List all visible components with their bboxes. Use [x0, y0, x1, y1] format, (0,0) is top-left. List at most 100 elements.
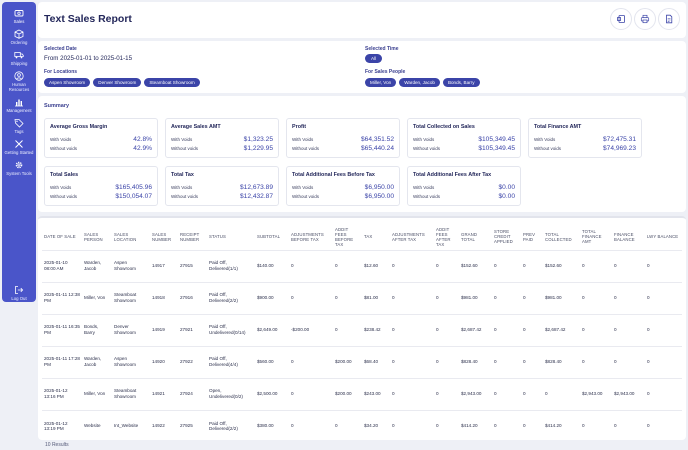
- tags-icon: [14, 119, 24, 128]
- table-row[interactable]: 2025-01-11 16:35 PM Bonds, Barry Denver Sh…: [42, 313, 682, 346]
- column-header[interactable]: DATE OF SALE: [44, 234, 76, 240]
- column-header[interactable]: SALES LOCATION: [114, 231, 137, 242]
- sidebar-item-management[interactable]: Management: [2, 97, 36, 113]
- sidebar-item-shipping[interactable]: Shipping: [2, 50, 36, 66]
- stat-title: Total Sales: [50, 172, 79, 178]
- stat-title: Total Finance AMT: [534, 124, 582, 130]
- location-chip[interactable]: Aspen Showroom: [44, 78, 91, 87]
- table-cell: Paid Off, Undelivered(0/14): [207, 313, 255, 346]
- table-cell: 0: [543, 377, 580, 410]
- table-row[interactable]: 2025-01-12 13:19 PM Website Int_Website 149…: [42, 409, 682, 442]
- table-row[interactable]: 2025-01-11 17:28 PM Warden, Jacob Aspen Sh…: [42, 345, 682, 378]
- page-header: Text Sales Report: [38, 2, 686, 38]
- table-cell: 0: [390, 313, 434, 346]
- location-chip[interactable]: Steamboat Showroom: [144, 78, 200, 87]
- sidebar-item-tags[interactable]: Tags: [2, 118, 36, 134]
- table-cell: 0: [521, 313, 543, 346]
- location-chip[interactable]: Denver Showroom: [93, 78, 142, 87]
- logout-button[interactable]: Log Out: [2, 285, 36, 301]
- table-cell: $2,500.00: [255, 377, 289, 410]
- table-row[interactable]: 2025-01-11 12:38 PM Miller, Von Steamboat …: [42, 281, 682, 314]
- with-voids-value: $72,475.31: [602, 136, 636, 143]
- column-header[interactable]: STORE CREDIT APPLIED: [494, 229, 513, 245]
- sidebar-item-system-tools[interactable]: System Tools: [2, 160, 36, 176]
- column-header[interactable]: RECEIPT NUMBER: [180, 231, 200, 242]
- export-excel-button[interactable]: [610, 8, 632, 30]
- sidebar-item-label: Human Resources: [8, 82, 30, 92]
- column-header[interactable]: ADJUSTMENTS BEFORE TAX: [291, 231, 324, 242]
- column-header[interactable]: STATUS: [209, 234, 226, 240]
- without-voids-value: $0.00: [498, 193, 515, 200]
- sales-person-chip[interactable]: Warden, Jacob: [399, 78, 440, 87]
- table-row[interactable]: 2025-01-12 13:16 PM Miller, Von Steamboat …: [42, 377, 682, 410]
- table-cell: 0: [580, 409, 612, 442]
- table-cell: 0: [492, 409, 521, 442]
- table-cell: 0: [645, 281, 682, 314]
- table-cell: $152.60: [543, 249, 580, 282]
- sidebar-item-getting-started[interactable]: Getting Started: [2, 139, 36, 155]
- sales-person-chip[interactable]: Miller, Von: [365, 78, 397, 87]
- table-cell: Website: [82, 409, 112, 442]
- table-cell: 0: [521, 281, 543, 314]
- column-header[interactable]: ADDIT FEES AFTER TAX: [436, 226, 451, 247]
- sidebar-item-sales[interactable]: Sales: [2, 8, 36, 24]
- table-cell: 0: [492, 249, 521, 282]
- print-button[interactable]: [634, 8, 656, 30]
- column-header[interactable]: LWY BALANCE: [647, 234, 679, 240]
- table-cell: 0: [612, 313, 645, 346]
- user-circle-icon: [14, 71, 24, 81]
- table-cell: 0: [645, 409, 682, 442]
- column-header[interactable]: SALES PERSON: [84, 231, 103, 242]
- column-header[interactable]: FINANCE BALANCE: [614, 231, 635, 242]
- stat-title: Profit: [292, 124, 307, 130]
- selected-time-label: Selected Time: [365, 46, 399, 52]
- sidebar-item-label: Getting Started: [4, 150, 34, 155]
- column-header[interactable]: ADDIT FEES BEFORE TAX: [335, 226, 354, 247]
- sidebar-item-ordering[interactable]: Ordering: [2, 29, 36, 45]
- with-voids-label: With Voids: [50, 137, 72, 142]
- table-cell: Steamboat Showroom: [112, 377, 150, 410]
- table-row[interactable]: 2025-01-10 08:00 AM Warden, Jacob Aspen Sh…: [42, 249, 682, 282]
- column-header[interactable]: TAX: [364, 234, 373, 240]
- filters-panel: Selected Date From 2025-01-01 to 2025-01…: [38, 41, 686, 93]
- column-header[interactable]: PREV PAID: [523, 231, 536, 242]
- table-cell: 0: [645, 377, 682, 410]
- table-cell: 0: [645, 345, 682, 378]
- with-voids-value: $165,405.96: [115, 184, 152, 191]
- printer-icon: [640, 14, 650, 24]
- table-cell: $414.20: [459, 409, 492, 442]
- table-cell: 0: [521, 249, 543, 282]
- sidebar-item-human-resources[interactable]: Human Resources: [2, 71, 36, 92]
- column-header[interactable]: SALES NUMBER: [152, 231, 172, 242]
- without-voids-label: Without voids: [413, 146, 441, 151]
- column-header[interactable]: ADJUSTMENTS AFTER TAX: [392, 231, 425, 242]
- sidebar-item-label: Sales: [13, 19, 25, 24]
- table-cell: 0: [580, 249, 612, 282]
- time-chip[interactable]: All: [365, 54, 383, 63]
- stat-title: Average Sales AMT: [171, 124, 221, 130]
- table-cell: 14917: [150, 249, 178, 282]
- table-cell: $243.00: [362, 377, 390, 410]
- stat-title: Average Gross Margin: [50, 124, 108, 130]
- table-cell: 14921: [150, 377, 178, 410]
- table-cell: 0: [434, 409, 459, 442]
- table-cell: Miller, Von: [82, 377, 112, 410]
- table-cell: $140.00: [255, 249, 289, 282]
- table-cell: Aspen Showroom: [112, 345, 150, 378]
- table-cell: Warden, Jacob: [82, 249, 112, 282]
- table-cell: $2,687.42: [459, 313, 492, 346]
- stat-card-avg-gross-margin: Average Gross Margin With Voids 42.8% Wi…: [44, 118, 158, 158]
- table-cell: Paid Off, Delivered(4/4): [207, 345, 255, 378]
- stat-card-fees-before-tax: Total Additional Fees Before Tax With Vo…: [286, 166, 400, 206]
- export-pdf-button[interactable]: [658, 8, 680, 30]
- table-cell: 0: [492, 313, 521, 346]
- sales-person-chip[interactable]: Bonds, Barry: [442, 78, 480, 87]
- column-header[interactable]: SUBTOTAL: [257, 234, 281, 240]
- table-cell: 0: [612, 281, 645, 314]
- column-header[interactable]: GRAND TOTAL: [461, 231, 478, 242]
- column-header[interactable]: TOTAL FINANCE AMT: [582, 229, 602, 245]
- table-cell: 0: [612, 409, 645, 442]
- table-cell: $828.40: [459, 345, 492, 378]
- column-header[interactable]: TOTAL COLLECTED: [545, 231, 572, 242]
- with-voids-label: With Voids: [292, 137, 314, 142]
